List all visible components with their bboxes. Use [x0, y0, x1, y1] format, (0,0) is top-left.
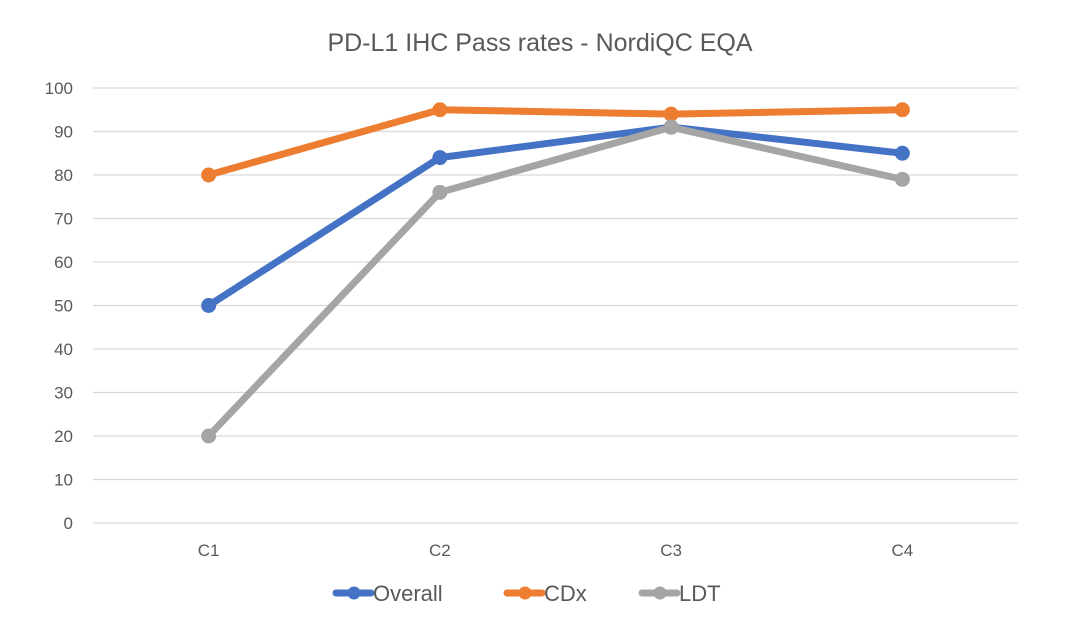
- data-point: [432, 150, 448, 166]
- legend-item-ldt: LDT: [638, 581, 721, 606]
- legend-marker-icon: [653, 586, 667, 600]
- data-point: [432, 102, 448, 118]
- y-tick-label: 20: [54, 427, 73, 446]
- series-cdx: [201, 102, 910, 183]
- y-tick-label: 90: [54, 123, 73, 142]
- legend-marker-icon: [518, 586, 532, 600]
- y-tick-label: 0: [64, 514, 73, 533]
- x-tick-label: C1: [198, 541, 220, 560]
- data-point: [201, 428, 217, 444]
- data-point: [201, 167, 217, 183]
- y-tick-label: 100: [45, 79, 73, 98]
- x-tick-label: C2: [429, 541, 451, 560]
- y-tick-label: 80: [54, 166, 73, 185]
- legend-label: CDx: [544, 581, 587, 606]
- y-tick-label: 30: [54, 384, 73, 403]
- series-line: [205, 123, 906, 309]
- y-tick-label: 40: [54, 340, 73, 359]
- y-tick-label: 60: [54, 253, 73, 272]
- legend-label: Overall: [373, 581, 443, 606]
- series-ldt: [201, 119, 910, 444]
- legend-item-cdx: CDx: [503, 581, 587, 606]
- gridlines: [93, 87, 1018, 524]
- data-point: [894, 102, 910, 118]
- y-axis-ticks: 0 10 20 30 40 50 60 70 80 90 100: [45, 79, 73, 533]
- data-point: [894, 145, 910, 161]
- x-tick-label: C4: [892, 541, 914, 560]
- data-point: [894, 171, 910, 187]
- y-tick-label: 10: [54, 471, 73, 490]
- data-point: [663, 106, 679, 122]
- series-line: [205, 123, 906, 440]
- legend-item-overall: Overall: [332, 581, 443, 606]
- data-point: [201, 298, 217, 313]
- legend: Overall CDx LDT: [332, 581, 721, 606]
- series-lines: [201, 102, 910, 444]
- x-tick-label: C3: [660, 541, 682, 560]
- y-tick-label: 70: [54, 210, 73, 229]
- legend-marker-icon: [347, 586, 361, 600]
- legend-label: LDT: [679, 581, 721, 606]
- data-point: [432, 184, 448, 200]
- data-point: [663, 119, 679, 135]
- chart-title: PD-L1 IHC Pass rates - NordiQC EQA: [327, 29, 752, 57]
- x-axis-ticks: C1 C2 C3 C4: [198, 541, 913, 560]
- series-line: [205, 106, 906, 179]
- y-tick-label: 50: [54, 297, 73, 316]
